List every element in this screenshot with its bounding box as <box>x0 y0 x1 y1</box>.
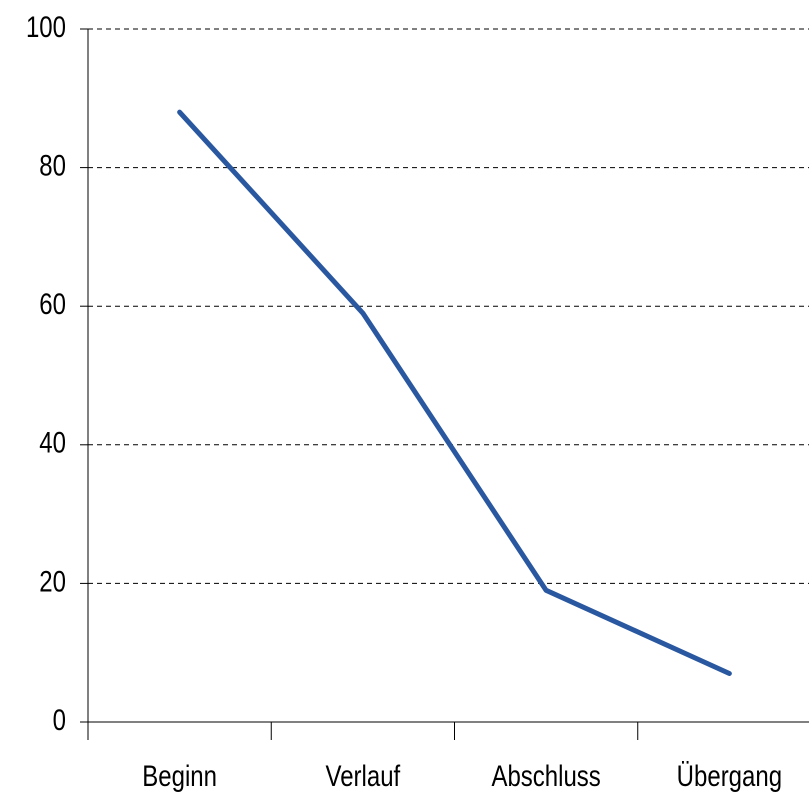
line-series <box>177 109 732 676</box>
y-tick-label: 20 <box>39 564 66 598</box>
y-tick-label: 40 <box>39 425 66 459</box>
x-tick-label: Verlauf <box>326 758 401 792</box>
x-tick-label: Abschluss <box>491 758 600 792</box>
y-tick-label: 100 <box>26 9 66 43</box>
x-tick-label: Übergang <box>677 758 782 792</box>
y-tick-label: 60 <box>39 287 66 321</box>
x-tick-label: Beginn <box>142 758 217 792</box>
y-tick-label: 0 <box>53 702 66 736</box>
y-tick-label: 80 <box>39 148 66 182</box>
